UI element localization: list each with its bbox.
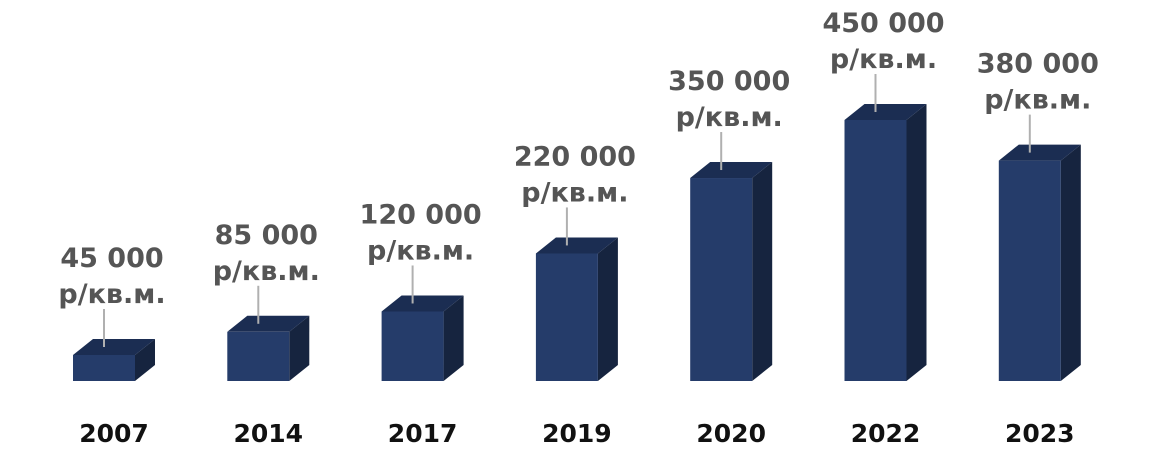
bar-top [381, 295, 464, 312]
bar-2023 [998, 144, 1081, 381]
category-label: 2022 [851, 419, 921, 448]
value-label-amount: 85 000 [215, 220, 318, 251]
value-label-unit: р/кв.м. [213, 256, 320, 287]
bar-side [752, 162, 773, 381]
bar-front [690, 178, 753, 381]
bar-side [289, 315, 310, 381]
bar-top [690, 162, 773, 179]
bar-2022 [844, 104, 927, 381]
bar-side [597, 237, 618, 381]
bar-side [906, 104, 927, 381]
bar-2017 [381, 295, 464, 381]
category-label: 2007 [79, 419, 149, 448]
bar-top [535, 237, 618, 254]
value-label-unit: р/кв.м. [367, 235, 474, 266]
category-label: 2019 [542, 419, 612, 448]
bar-front [998, 160, 1061, 381]
category-label: 2023 [1005, 419, 1075, 448]
value-label-amount: 120 000 [360, 199, 482, 230]
bar-top [227, 315, 310, 332]
bar-front [381, 311, 444, 381]
category-label: 2020 [696, 419, 766, 448]
bar-front [73, 355, 135, 381]
bar-front [227, 331, 290, 381]
bar-side [1060, 144, 1081, 381]
value-label-unit: р/кв.м. [984, 85, 1091, 116]
bar-2019 [535, 237, 618, 381]
value-label-unit: р/кв.м. [58, 279, 165, 310]
bar-front [535, 253, 598, 381]
bar-top [998, 144, 1081, 161]
value-label-amount: 350 000 [668, 66, 790, 97]
bar-side [135, 339, 155, 381]
value-label-amount: 380 000 [977, 49, 1099, 80]
value-label-unit: р/кв.м. [676, 102, 783, 133]
category-label: 2014 [234, 419, 304, 448]
value-label-unit: р/кв.м. [830, 44, 937, 75]
bar-side [443, 295, 464, 381]
bar-top [73, 339, 155, 355]
value-label-amount: 45 000 [60, 243, 163, 274]
value-label-amount: 220 000 [514, 141, 636, 172]
value-label-unit: р/кв.м. [521, 177, 628, 208]
bar-2014 [227, 315, 310, 381]
bar-2020 [690, 162, 773, 381]
bar-2007 [73, 339, 155, 381]
bar-top [844, 104, 927, 120]
value-label-amount: 450 000 [822, 8, 944, 39]
bar-front [844, 120, 907, 381]
category-label: 2017 [388, 419, 458, 448]
